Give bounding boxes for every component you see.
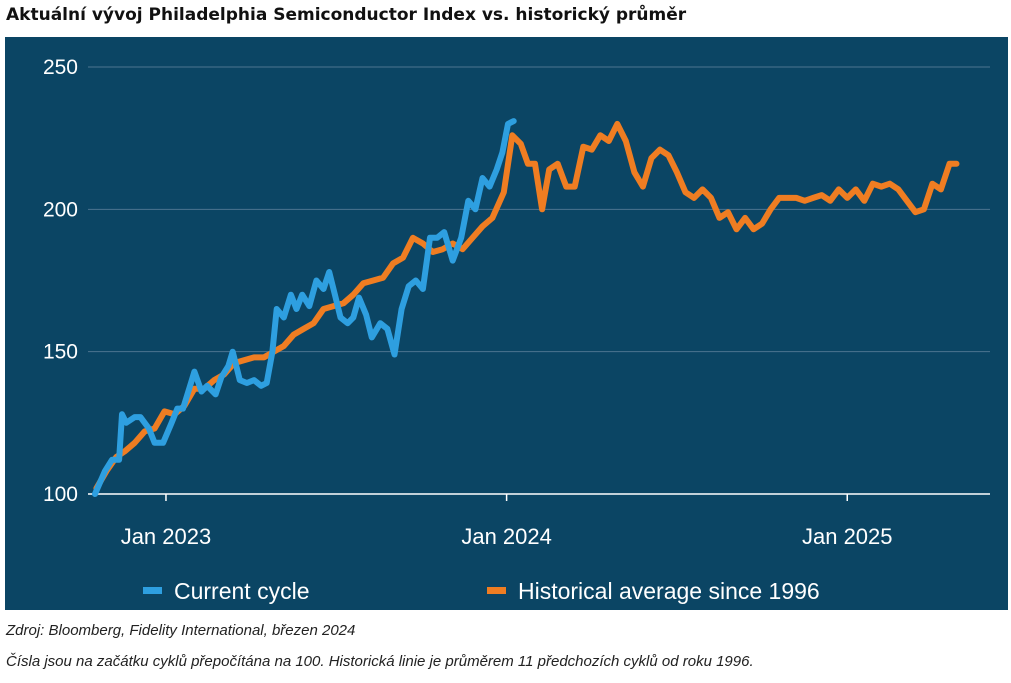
y-tick-label: 150: [43, 341, 78, 364]
x-tick-label: Jan 2024: [461, 524, 552, 549]
y-axis-ticks: 100 150 200 250: [43, 56, 78, 506]
x-tick-label: Jan 2023: [121, 524, 212, 549]
method-note: Čísla jsou na začátku cyklů přepočítána …: [6, 653, 754, 670]
series-lines: [92, 118, 960, 497]
series-line: [92, 118, 517, 497]
series-line: [93, 120, 960, 492]
x-tick-label: Jan 2025: [802, 524, 893, 549]
legend-label: Historical average since 1996: [518, 578, 820, 604]
legend: Current cycle Historical average since 19…: [143, 578, 820, 604]
y-tick-label: 100: [43, 483, 78, 506]
x-axis-ticks: Jan 2023 Jan 2024 Jan 2025: [121, 494, 893, 549]
line-chart: 100 150 200 250 Jan 2023 Jan 2024 Jan 2025 Cu…: [43, 56, 990, 604]
source-note: Zdroj: Bloomberg, Fidelity International…: [6, 622, 356, 639]
legend-label: Current cycle: [174, 578, 309, 604]
chart-panel: 100 150 200 250 Jan 2023 Jan 2024 Jan 2025 Cu…: [5, 37, 1008, 610]
chart-title: Aktuální vývoj Philadelphia Semiconducto…: [6, 5, 687, 25]
grid-lines: [88, 66, 990, 353]
y-tick-label: 200: [43, 198, 78, 221]
y-tick-label: 250: [43, 56, 78, 79]
legend-swatch: [143, 587, 162, 594]
legend-swatch: [487, 587, 506, 594]
